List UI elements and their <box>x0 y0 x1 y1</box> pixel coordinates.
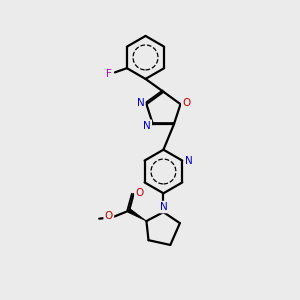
Text: O: O <box>135 188 144 198</box>
Text: O: O <box>105 211 113 221</box>
Text: F: F <box>106 69 112 79</box>
Text: O: O <box>182 98 190 108</box>
Text: N: N <box>143 121 151 131</box>
Text: N: N <box>160 202 167 212</box>
Polygon shape <box>128 209 146 221</box>
Text: N: N <box>185 156 193 166</box>
Text: N: N <box>136 98 144 108</box>
